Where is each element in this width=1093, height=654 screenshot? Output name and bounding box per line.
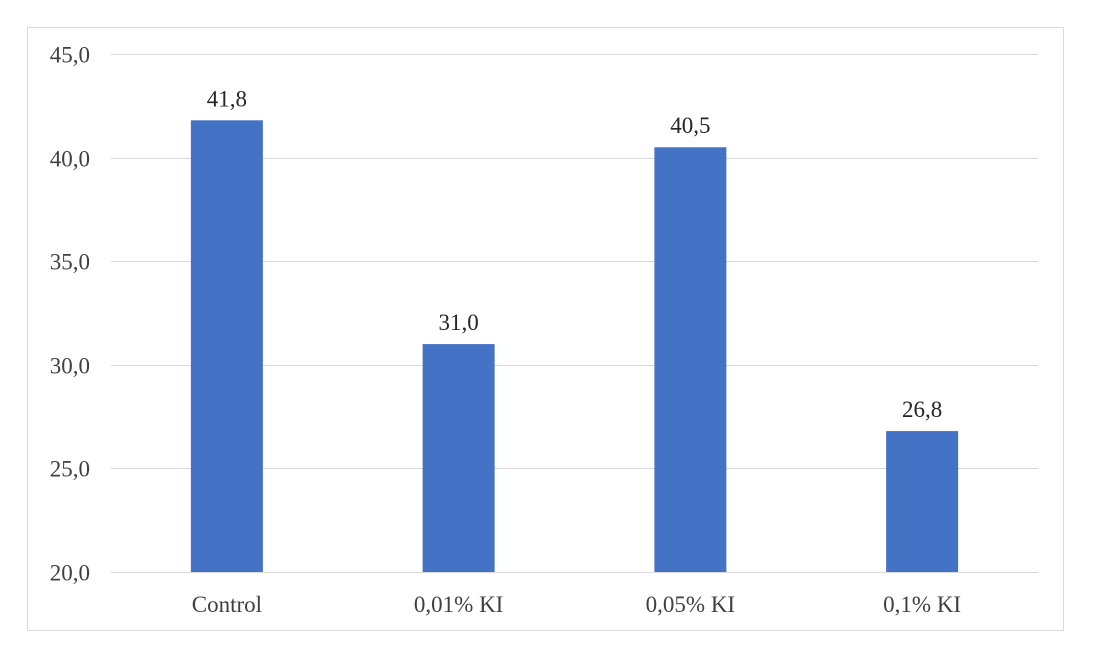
category-label: Control bbox=[192, 592, 262, 617]
y-tick-label: 40,0 bbox=[50, 147, 90, 172]
data-label: 41,8 bbox=[207, 86, 247, 111]
y-tick-label: 30,0 bbox=[50, 354, 90, 379]
category-label: 0,1% KI bbox=[883, 592, 961, 617]
category-label: 0,05% KI bbox=[646, 592, 735, 617]
x-axis-category-labels: Control 0,01% KI 0,05% KI 0,1% KI bbox=[192, 592, 961, 617]
data-label: 26,8 bbox=[902, 397, 942, 422]
y-tick-label: 20,0 bbox=[50, 561, 90, 586]
data-label: 40,5 bbox=[670, 113, 710, 138]
data-label: 31,0 bbox=[439, 310, 479, 335]
bar bbox=[886, 431, 959, 572]
gridlines bbox=[111, 54, 1038, 573]
y-tick-label: 45,0 bbox=[50, 43, 90, 68]
data-labels: 41,8 31,0 40,5 26,8 bbox=[207, 86, 943, 422]
y-axis-tick-labels: 20,0 25,0 30,0 35,0 40,0 45,0 bbox=[50, 43, 90, 586]
bar bbox=[422, 344, 495, 572]
y-tick-label: 25,0 bbox=[50, 457, 90, 482]
bar bbox=[190, 120, 263, 572]
category-label: 0,01% KI bbox=[414, 592, 503, 617]
bars bbox=[190, 120, 959, 573]
bar bbox=[654, 147, 727, 573]
y-tick-label: 35,0 bbox=[50, 250, 90, 275]
